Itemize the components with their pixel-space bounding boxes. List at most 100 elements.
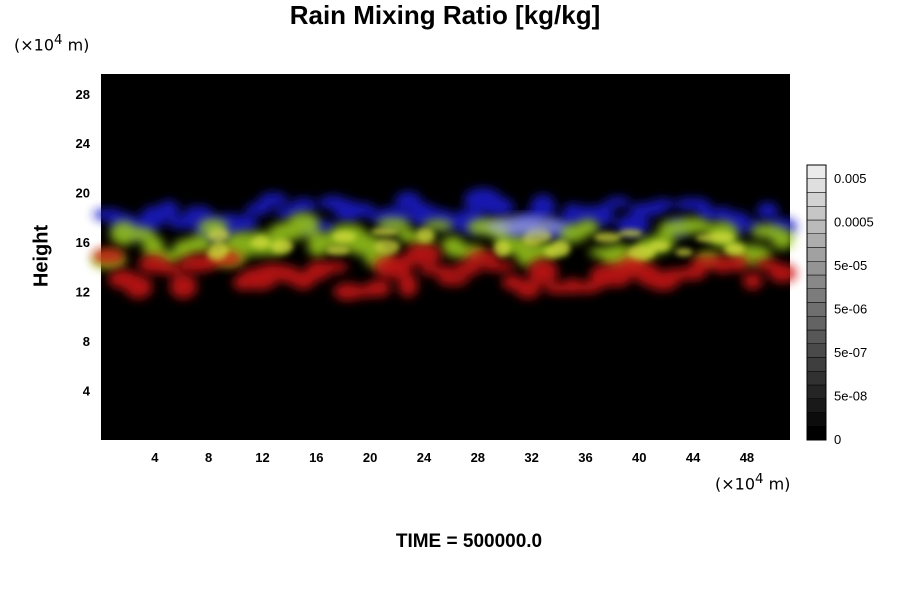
- y-tick-label: 24: [76, 136, 91, 151]
- y-tick-label: 8: [83, 334, 90, 349]
- highlight-blob: [332, 231, 357, 243]
- band-blob: [351, 202, 375, 217]
- colorbar-level: [806, 357, 827, 372]
- chart-title: Rain Mixing Ratio [kg/kg]: [289, 0, 601, 30]
- colorbar-label: 0.0005: [834, 215, 874, 230]
- band-blob: [591, 203, 615, 227]
- highlight-blob: [207, 228, 229, 242]
- highlight-blob: [416, 227, 435, 243]
- band-blob: [229, 214, 258, 234]
- y-tick-label: 4: [83, 384, 91, 399]
- highlight-blob: [271, 239, 294, 254]
- colorbar-level: [806, 329, 827, 344]
- band-blob: [245, 202, 272, 216]
- pale-blob: [484, 216, 565, 237]
- highlight-blob: [374, 238, 401, 255]
- band-blob: [678, 266, 707, 281]
- colorbar-level: [806, 371, 827, 386]
- band-blob: [289, 198, 317, 214]
- colorbar-level: [806, 261, 827, 276]
- band-blob: [166, 216, 201, 229]
- x-tick-label: 20: [363, 450, 377, 465]
- colorbar-level: [806, 412, 827, 427]
- colorbar-level: [806, 247, 827, 262]
- time-label: TIME = 500000.0: [395, 531, 543, 552]
- highlight-blob: [593, 232, 622, 243]
- band-blob: [318, 261, 349, 273]
- x-tick-label: 36: [578, 450, 592, 465]
- band-blob: [157, 200, 180, 219]
- highlight-blob: [544, 245, 564, 258]
- x-tick-label: 32: [524, 450, 538, 465]
- colorbar-label: 5e-08: [834, 389, 867, 404]
- band-blob: [650, 198, 675, 210]
- colorbar-level: [806, 398, 827, 413]
- x-axis-ticks: 4 8 12 16 20 24 28 32 36 40 44 48: [151, 450, 754, 465]
- band-blob: [756, 202, 779, 219]
- colorbar-level: [806, 316, 827, 331]
- band-blob: [454, 260, 482, 276]
- band-blob: [124, 275, 153, 299]
- band-blob: [154, 263, 183, 275]
- band-blob: [674, 197, 712, 211]
- colorbar-level: [806, 178, 827, 193]
- band-blob: [466, 250, 499, 263]
- x-tick-label: 28: [471, 450, 485, 465]
- band-blob: [365, 279, 392, 297]
- band-blob: [184, 235, 213, 254]
- x-axis-unit: (×104 m): [715, 472, 791, 494]
- y-tick-label: 28: [76, 87, 90, 102]
- colorbar-label: 5e-06: [834, 302, 867, 317]
- y-tick-label: 16: [76, 235, 90, 250]
- colorbar-label: 5e-07: [834, 345, 867, 360]
- band-blob: [576, 219, 599, 236]
- band-blob: [697, 207, 719, 222]
- x-tick-label: 40: [632, 450, 646, 465]
- rain-field: [90, 187, 798, 301]
- band-2: [92, 243, 797, 301]
- band-blob: [258, 192, 288, 207]
- highlight-blob: [371, 227, 399, 236]
- band-blob: [605, 196, 631, 208]
- band-blob: [373, 254, 413, 279]
- band-blob: [122, 226, 155, 242]
- colorbar-frame: [806, 164, 827, 441]
- x-tick-label: 16: [309, 450, 323, 465]
- band-blob: [515, 280, 541, 299]
- highlight-blob: [695, 234, 720, 243]
- colorbar-level: [806, 192, 827, 207]
- band-blob: [92, 248, 125, 264]
- band-blob: [481, 197, 515, 217]
- x-tick-label: 12: [255, 450, 269, 465]
- highlight-blob: [207, 247, 227, 261]
- x-tick-label: 8: [205, 450, 212, 465]
- colorbar-level: [806, 426, 827, 441]
- highlight-blob: [648, 241, 670, 252]
- highlight-blob: [252, 236, 270, 249]
- highlight-blob: [627, 245, 656, 260]
- y-axis-ticks: 4 8 12 16 20 24 28: [76, 87, 91, 399]
- band-blob: [422, 219, 454, 231]
- colorbar-level: [806, 164, 827, 179]
- highlight-blob: [618, 229, 643, 238]
- colorbar-label: 5e-05: [834, 258, 867, 273]
- band-highlights: [207, 227, 745, 261]
- band-blob: [742, 272, 763, 290]
- x-tick-label: 24: [417, 450, 432, 465]
- highlight-blob: [326, 245, 351, 256]
- colorbar-label: 0.005: [834, 171, 867, 186]
- x-tick-label: 44: [686, 450, 701, 465]
- colorbar-level: [806, 288, 827, 303]
- band-blob: [726, 255, 749, 272]
- band-blob: [768, 263, 797, 283]
- y-axis-unit: (×104 m): [14, 33, 90, 55]
- band-blob: [418, 265, 458, 276]
- band-blob: [398, 273, 419, 298]
- colorbar-level: [806, 302, 827, 317]
- band-blob: [183, 206, 214, 219]
- x-tick-label: 48: [740, 450, 754, 465]
- colorbar-level: [806, 219, 827, 234]
- band-blob: [286, 212, 320, 236]
- colorbar-level: [806, 274, 827, 289]
